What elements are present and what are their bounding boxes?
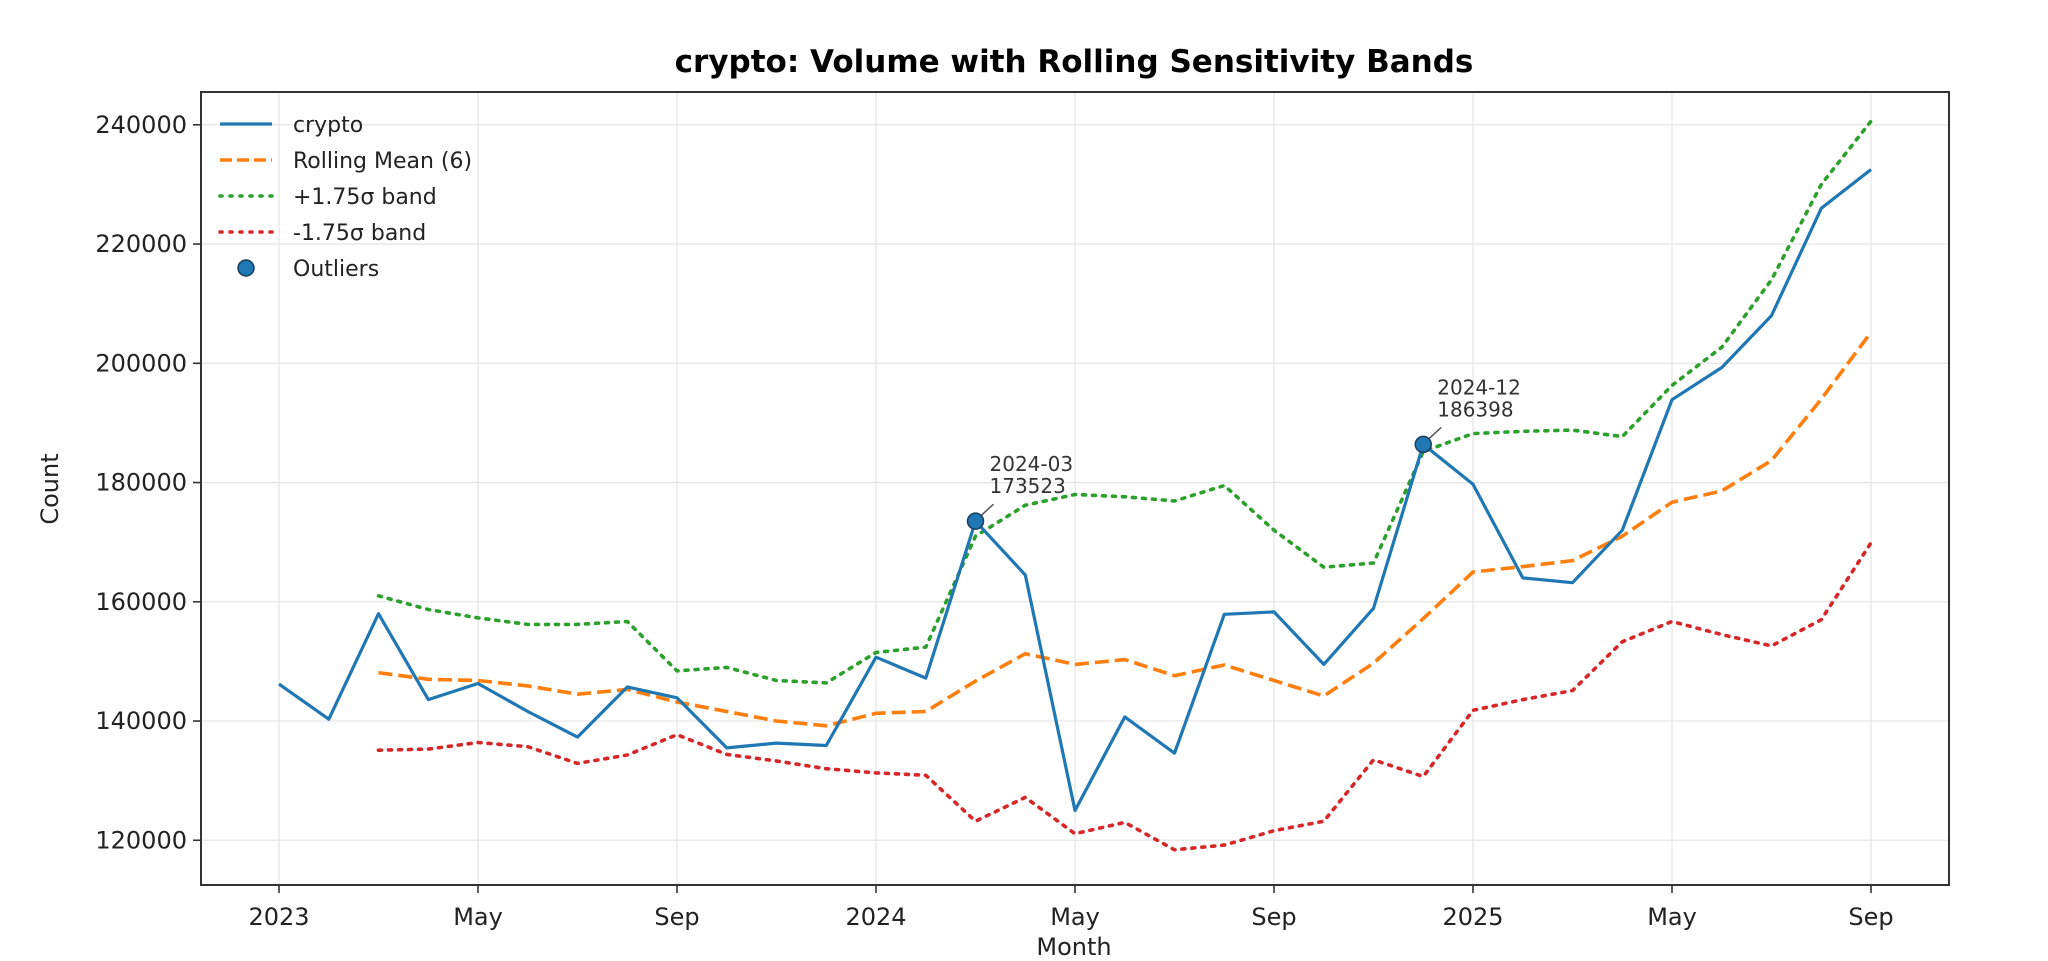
x-tick-label: May (1050, 903, 1100, 931)
grid (201, 92, 1949, 885)
series-line-rolling-mean-6- (378, 331, 1873, 728)
y-tick-label: 140000 (95, 707, 187, 735)
y-tick-label: 120000 (95, 826, 187, 854)
y-tick-label: 220000 (95, 230, 187, 258)
y-tick-label: 160000 (95, 588, 187, 616)
y-axis-label: Count (36, 453, 64, 524)
series-layer (278, 119, 1873, 852)
outlier-point (1414, 435, 1432, 454)
x-tick-label: Sep (1251, 903, 1296, 931)
legend-marker-outliers (237, 259, 255, 277)
x-tick-label: 2025 (1442, 903, 1503, 931)
chart-title: crypto: Volume with Rolling Sensitivity … (675, 44, 1474, 80)
x-tick-label: Sep (1848, 903, 1893, 931)
y-tick-label: 200000 (95, 349, 187, 377)
series-line-crypto (278, 168, 1872, 813)
series-line--1-75-band (376, 541, 1873, 852)
y-tick-label: 180000 (95, 469, 187, 497)
legend-label: Outliers (293, 257, 379, 282)
outlier-annotation-arrow (1428, 426, 1442, 439)
legend-label: +1.75σ band (293, 185, 437, 210)
outlier-annotation-arrow (980, 503, 995, 516)
outlier-point (966, 512, 985, 530)
x-tick-label: May (1647, 903, 1697, 931)
outlier-label-date: 2024-03 (990, 452, 1074, 476)
outlier-label-value: 173523 (990, 474, 1066, 498)
legend-label: Rolling Mean (6) (293, 149, 472, 174)
legend: crypto Rolling Mean (6) +1.75σ band -1.75σ … (218, 113, 472, 282)
series-line--1-75-band (376, 119, 1873, 685)
y-tick-label: 240000 (95, 111, 187, 139)
x-tick-label: May (453, 903, 503, 931)
x-axis-label: Month (1036, 933, 1111, 961)
outlier-label-date: 2024-12 (1437, 375, 1521, 399)
legend-label: -1.75σ band (293, 221, 426, 246)
legend-label: crypto (293, 113, 363, 138)
x-tick-label: 2024 (845, 903, 906, 931)
x-tick-label: 2023 (248, 903, 309, 931)
outlier-label-value: 186398 (1437, 397, 1513, 421)
y-axis: 120000 140000 160000 180000 200000 220000 2400… (95, 111, 201, 854)
x-axis: 2023 May Sep 2024 May Sep 2025 May Sep (248, 885, 1894, 931)
x-tick-label: Sep (654, 903, 699, 931)
